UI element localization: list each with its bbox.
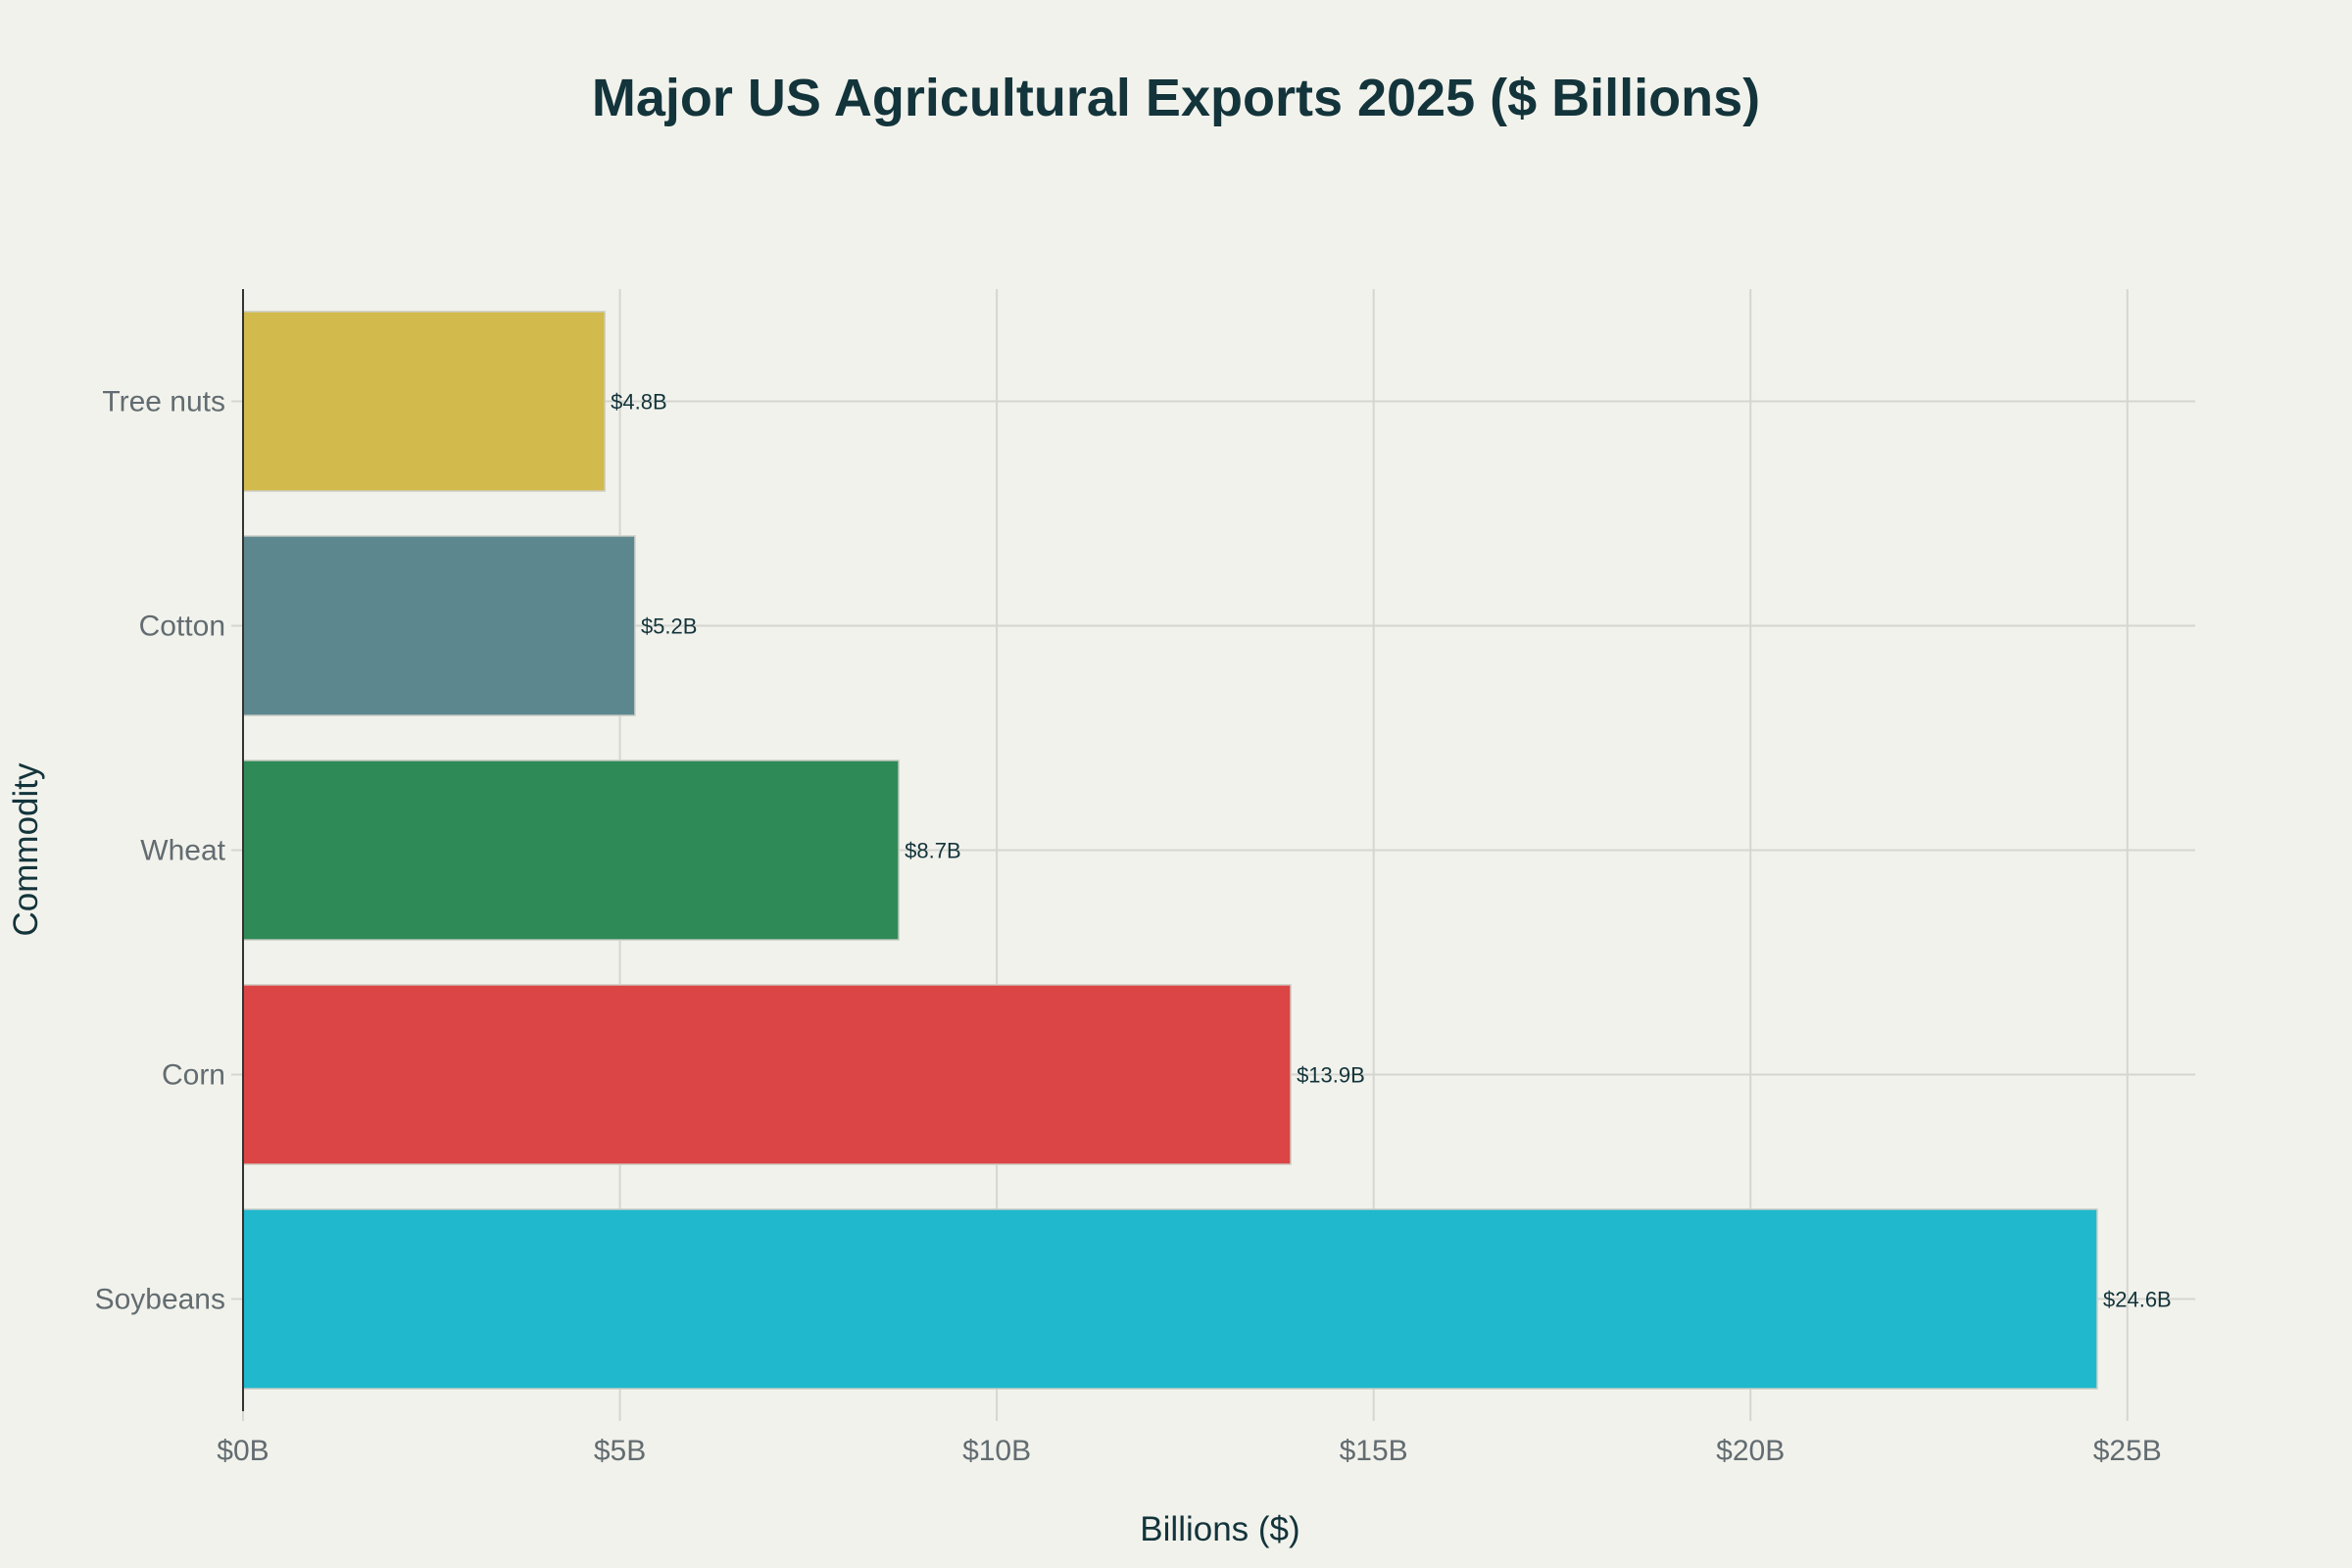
x-axis-ticks: $0B $5B $10B $15B $20B $25B <box>217 1411 2162 1467</box>
bar-wheat <box>242 760 900 941</box>
data-label: $4.8B <box>611 390 667 415</box>
y-tick-label: Soybeans <box>95 1284 225 1316</box>
y-axis-title: Commodity <box>7 762 45 936</box>
chart-title: Major US Agricultural Exports 2025 ($ Bi… <box>592 69 1760 127</box>
x-axis-title: Billions ($) <box>1140 1510 1299 1548</box>
x-tick-label: $15B <box>1340 1435 1408 1467</box>
y-tick-label: Cotton <box>139 611 225 643</box>
y-tick-label: Corn <box>162 1059 225 1092</box>
y-tick-label: Tree nuts <box>102 386 225 418</box>
data-label: $8.7B <box>905 839 961 863</box>
data-label: $24.6B <box>2103 1288 2172 1312</box>
bar-soybeans <box>242 1208 2098 1390</box>
x-tick-label: $0B <box>217 1435 269 1467</box>
x-tick-label: $5B <box>594 1435 646 1467</box>
x-tick-label: $20B <box>1716 1435 1785 1467</box>
bar-corn <box>242 984 1292 1165</box>
x-tick-label: $10B <box>962 1435 1031 1467</box>
bars: $24.6B $13.9B $8.7B $5.2B $4.8B <box>242 311 2172 1390</box>
y-axis-ticks: Soybeans Corn Wheat Cotton Tree nuts <box>95 386 243 1316</box>
bar-tree-nuts <box>242 311 606 492</box>
y-tick-label: Wheat <box>140 835 225 867</box>
data-label: $5.2B <box>641 614 698 639</box>
x-tick-label: $25B <box>2093 1435 2162 1467</box>
data-label: $13.9B <box>1297 1063 1365 1088</box>
bar-cotton <box>242 535 636 716</box>
